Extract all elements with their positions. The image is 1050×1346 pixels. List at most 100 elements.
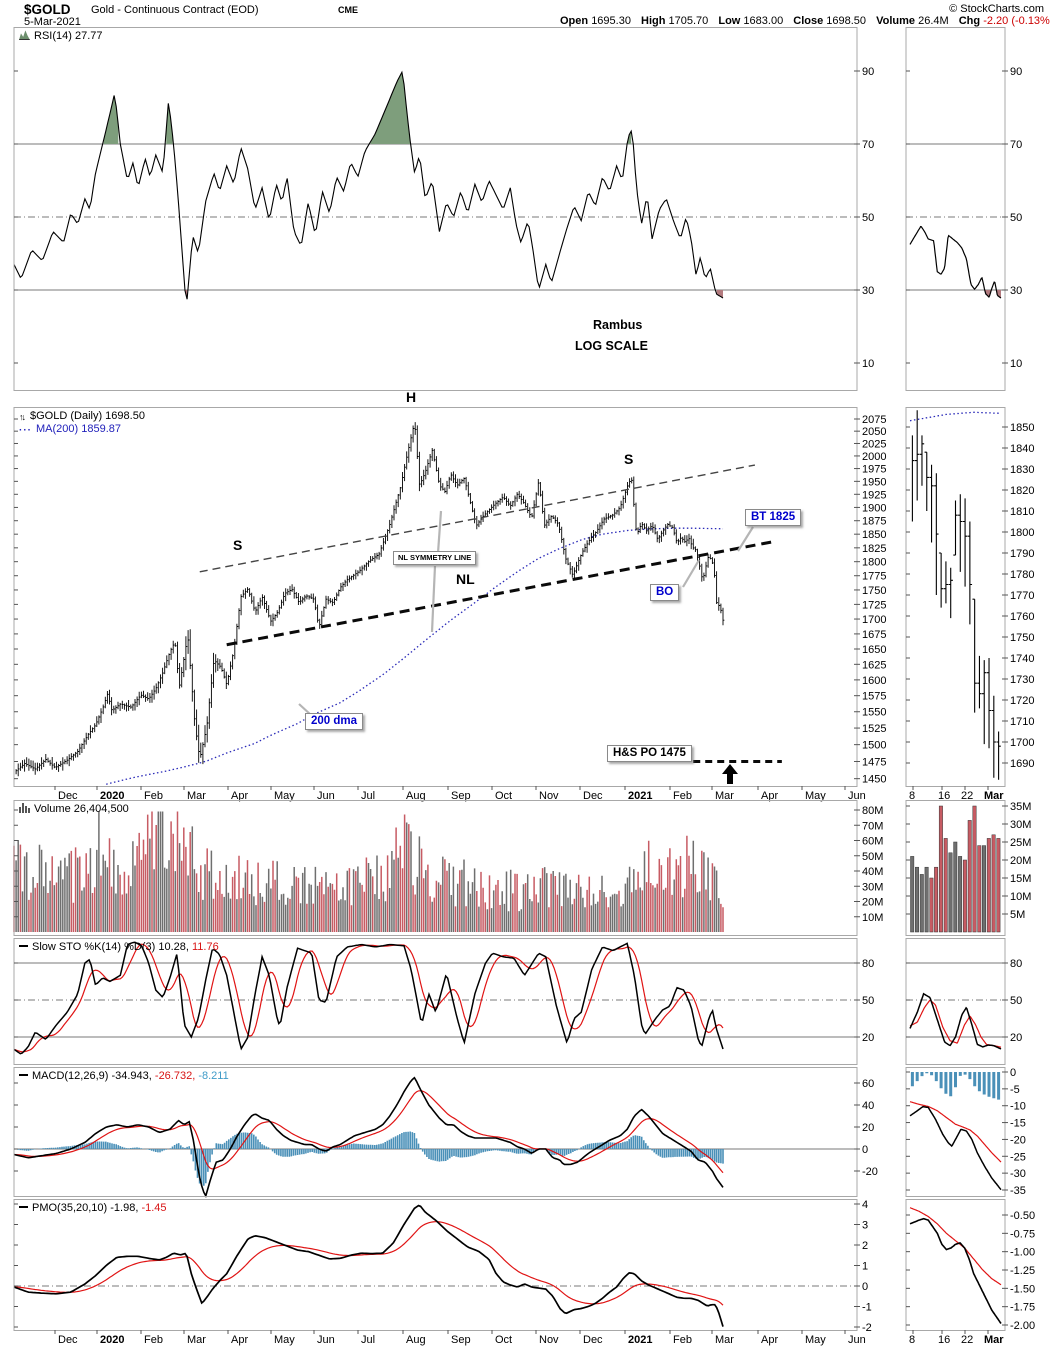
- svg-text:May: May: [274, 1334, 295, 1346]
- rsi-legend-label: RSI(14) 27.77: [34, 30, 103, 42]
- svg-text:1725: 1725: [862, 599, 886, 611]
- dotted-line-icon: ···: [19, 425, 32, 436]
- svg-text:10M: 10M: [862, 912, 883, 924]
- svg-text:1775: 1775: [862, 571, 886, 583]
- svg-text:-30: -30: [1010, 1168, 1026, 1180]
- close-label: Close: [793, 15, 824, 27]
- svg-text:80M: 80M: [862, 805, 883, 817]
- macd-panel-plot: 60 40 20 0 -20 0 -5 -10 -15 -20 -25 -30 -35: [13, 1067, 1026, 1199]
- svg-text:1810: 1810: [1010, 506, 1034, 518]
- svg-text:1675: 1675: [862, 629, 886, 641]
- pmo-panel-plot: 4 3 2 1 0 -1 -2 -0.50 -0.75 -1.00 -1.25 -1.50 -1.75 -…: [13, 1199, 1035, 1346]
- svg-text:Jul: Jul: [361, 790, 375, 802]
- svg-text:30M: 30M: [1010, 819, 1031, 831]
- neckline-label: NL: [456, 571, 475, 587]
- right-shoulder-label: S: [624, 451, 634, 467]
- svg-text:1450: 1450: [862, 774, 886, 786]
- watermark-scale: LOG SCALE: [575, 339, 648, 353]
- svg-text:2021: 2021: [628, 1334, 652, 1346]
- svg-text:Mar: Mar: [715, 1334, 734, 1346]
- svg-text:5M: 5M: [1010, 909, 1025, 921]
- svg-text:1900: 1900: [862, 502, 886, 514]
- svg-text:20M: 20M: [1010, 855, 1031, 867]
- svg-text:Feb: Feb: [144, 790, 163, 802]
- hs-price-objective-label: H&S PO 1475: [607, 745, 692, 762]
- line-icon: [19, 1206, 28, 1208]
- high-value: 1705.70: [668, 15, 709, 27]
- svg-text:60: 60: [862, 1078, 874, 1090]
- svg-text:1760: 1760: [1010, 611, 1034, 623]
- svg-text:1690: 1690: [1010, 758, 1034, 770]
- svg-text:1550: 1550: [862, 707, 886, 719]
- svg-text:1800: 1800: [1010, 527, 1034, 539]
- svg-text:Nov: Nov: [539, 1334, 559, 1346]
- svg-text:Oct: Oct: [495, 1334, 512, 1346]
- sto-panel-plot: 80 50 20 80 50 20: [13, 938, 1022, 1065]
- svg-text:1800: 1800: [862, 557, 886, 569]
- svg-text:1850: 1850: [862, 529, 886, 541]
- svg-text:10M: 10M: [1010, 891, 1031, 903]
- svg-text:60M: 60M: [862, 836, 883, 848]
- volume-legend-label: Volume 26,404,500: [34, 803, 129, 815]
- svg-text:80: 80: [862, 958, 874, 970]
- svg-text:1625: 1625: [862, 659, 886, 671]
- volume-value: 26.4M: [918, 15, 949, 27]
- exchange: CME: [338, 5, 358, 15]
- svg-text:Apr: Apr: [231, 1334, 248, 1346]
- svg-text:70M: 70M: [862, 820, 883, 832]
- line-icon: [19, 945, 28, 947]
- svg-text:May: May: [805, 1334, 826, 1346]
- instrument-name: Gold - Continuous Contract (EOD): [91, 4, 259, 16]
- area-chart-icon: [19, 30, 30, 40]
- svg-text:1700: 1700: [862, 614, 886, 626]
- svg-text:20: 20: [862, 1122, 874, 1134]
- breakout-callout: BO: [650, 584, 680, 601]
- svg-text:-0.75: -0.75: [1010, 1228, 1035, 1240]
- rsi-panel-plot: 90 70 50 30 10 90 70 50 30 10: [13, 27, 1022, 391]
- svg-text:Mar: Mar: [187, 1334, 206, 1346]
- svg-text:8: 8: [909, 1334, 915, 1346]
- svg-text:-1.00: -1.00: [1010, 1247, 1035, 1259]
- stockcharts-credit-link[interactable]: © StockCharts.com: [949, 3, 1044, 15]
- pmo-signal-value: -1.45: [141, 1202, 167, 1214]
- svg-text:-2: -2: [862, 1322, 872, 1334]
- svg-text:0: 0: [1010, 1067, 1016, 1079]
- pmo-legend-label: PMO(35,20,10) -1.98,: [32, 1202, 139, 1214]
- svg-text:2000: 2000: [862, 451, 886, 463]
- svg-text:-35: -35: [1010, 1185, 1026, 1197]
- svg-text:2025: 2025: [862, 438, 886, 450]
- svg-text:May: May: [274, 790, 295, 802]
- svg-text:-1.25: -1.25: [1010, 1265, 1035, 1277]
- svg-text:30: 30: [1010, 285, 1022, 297]
- high-label: High: [641, 15, 666, 27]
- svg-text:1790: 1790: [1010, 548, 1034, 560]
- svg-text:Apr: Apr: [761, 790, 778, 802]
- svg-text:1825: 1825: [862, 543, 886, 555]
- svg-text:1710: 1710: [1010, 716, 1034, 728]
- svg-text:1975: 1975: [862, 464, 886, 476]
- line-icon: [19, 1074, 28, 1076]
- watermark-author: Rambus: [593, 318, 643, 332]
- svg-text:8: 8: [909, 790, 915, 802]
- svg-text:-10: -10: [1010, 1101, 1026, 1113]
- volume-legend: Volume 26,404,500: [19, 803, 129, 815]
- svg-text:20: 20: [1010, 1032, 1022, 1044]
- svg-text:1575: 1575: [862, 691, 886, 703]
- svg-text:2020: 2020: [100, 1334, 124, 1346]
- svg-text:0: 0: [862, 1144, 868, 1156]
- pmo-legend: PMO(35,20,10) -1.98, -1.45: [19, 1202, 167, 1214]
- chg-label: Chg: [958, 15, 981, 27]
- svg-text:1820: 1820: [1010, 485, 1034, 497]
- chart-date: 5-Mar-2021: [24, 16, 81, 28]
- svg-text:40: 40: [862, 1100, 874, 1112]
- svg-text:Feb: Feb: [673, 1334, 692, 1346]
- svg-text:1750: 1750: [862, 585, 886, 597]
- open-label: Open: [560, 15, 589, 27]
- sto-d-value: 11.76: [191, 941, 219, 953]
- macd-hist-value: -8.211: [198, 1070, 229, 1082]
- backtest-callout: BT 1825: [745, 509, 802, 526]
- svg-text:15M: 15M: [1010, 873, 1031, 885]
- svg-text:20M: 20M: [862, 897, 883, 909]
- svg-text:20: 20: [862, 1032, 874, 1044]
- low-value: 1683.00: [743, 15, 784, 27]
